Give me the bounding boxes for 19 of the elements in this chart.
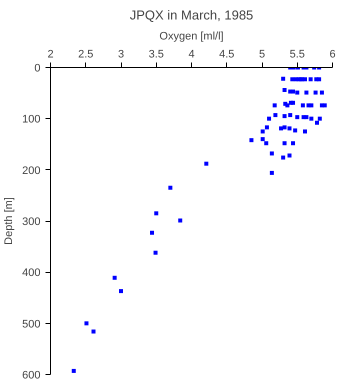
y-tick-label: 200: [22, 164, 41, 177]
y-tick-label: 500: [22, 318, 41, 330]
y-tick-label: 300: [22, 216, 41, 228]
y-axis-title: Depth [m]: [3, 197, 16, 245]
x-tick-label: 6: [329, 48, 336, 60]
x-tick-label: 2: [47, 48, 54, 60]
y-tick-label: 600: [22, 370, 41, 382]
x-tick-label: 3.5: [148, 48, 164, 60]
x-tick-label: 3: [118, 48, 124, 60]
y-tick-label: 100: [22, 114, 41, 126]
y-tick-label: 400: [22, 267, 41, 280]
x-tick-label: 5: [258, 48, 266, 60]
x-tick-label: 4.5: [219, 48, 234, 60]
x-axis-title: Oxygen [ml/l]: [159, 30, 224, 42]
x-tick-label: 5.5: [290, 48, 305, 60]
x-tick-label: 2.5: [78, 48, 94, 60]
y-tick-label: 0: [34, 62, 41, 74]
x-tick-label: 4: [188, 48, 195, 60]
chart-title: JPQX in March, 1985: [130, 8, 254, 22]
